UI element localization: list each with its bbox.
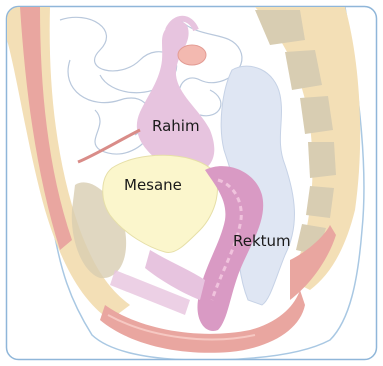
round-ligament <box>77 128 141 164</box>
bladder <box>102 154 218 254</box>
pelvic-floor-fibers <box>107 314 256 341</box>
perineal-tissue <box>110 270 190 315</box>
vaginal-rugae <box>210 178 243 301</box>
uterus <box>136 21 215 175</box>
label-bladder: Mesane <box>124 176 182 194</box>
sacrum <box>255 7 361 290</box>
label-uterus: Rahim <box>152 117 200 135</box>
label-rectum: Rektum <box>233 232 291 250</box>
urethra-region <box>145 250 205 300</box>
rectus-muscle <box>20 7 72 250</box>
ovary <box>177 44 207 66</box>
fallopian-tube <box>165 15 199 32</box>
pelvic-floor-muscle <box>100 290 305 353</box>
pelvic-muscle-posterior <box>290 225 336 300</box>
vagina <box>197 166 264 331</box>
